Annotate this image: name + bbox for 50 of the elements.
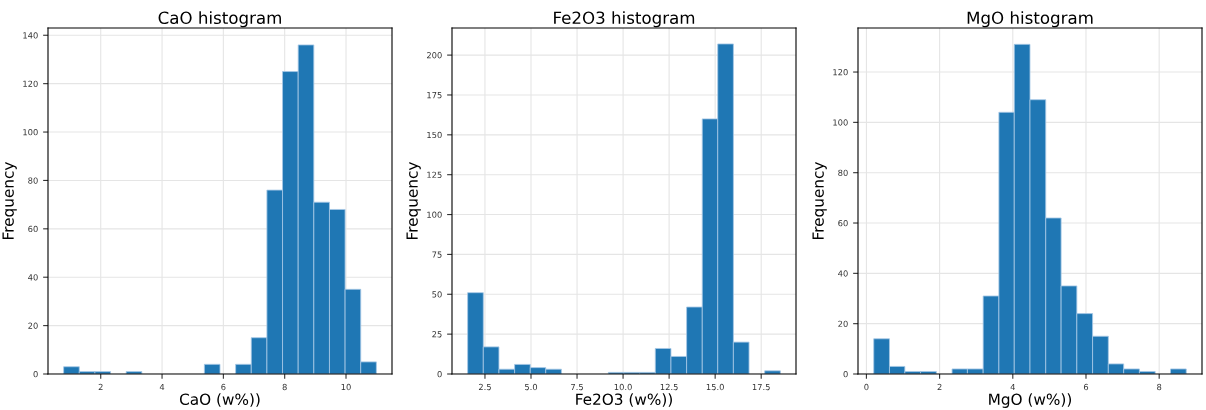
y-tick-label: 175 — [427, 92, 442, 99]
x-tick-label: 8 — [1157, 383, 1162, 391]
x-tick-label: 10 — [341, 383, 351, 391]
y-tick-label: 0 — [843, 370, 848, 378]
x-tick-label: 4 — [159, 383, 165, 391]
y-axis-title: Frequency — [2, 162, 17, 239]
y-axis-title: Frequency — [406, 162, 421, 239]
x-axis-title: Fe2O3 (w%)) — [576, 393, 672, 407]
x-tick-label: 2 — [98, 383, 103, 391]
x-tick-label: 2.5 — [478, 383, 491, 391]
x-tick-label: 6 — [1083, 383, 1089, 391]
x-tick-label: 12.5 — [660, 383, 678, 391]
y-tick-label: 120 — [833, 69, 848, 76]
x-tick-label: 15.0 — [706, 383, 724, 391]
chart-title: Fe2O3 histogram — [554, 11, 695, 28]
y-tick-label: 0 — [33, 370, 38, 378]
y-tick-label: 100 — [23, 129, 38, 136]
y-tick-label: 40 — [28, 274, 38, 281]
chart-title: MgO histogram — [967, 11, 1093, 28]
y-tick-label: 150 — [427, 131, 442, 139]
y-tick-label: 100 — [833, 119, 848, 126]
y-tick-label: 60 — [838, 220, 848, 227]
y-tick-label: 80 — [28, 177, 38, 184]
y-tick-label: 50 — [432, 291, 442, 298]
y-tick-label: 20 — [28, 322, 38, 329]
y-tick-label: 25 — [432, 331, 442, 338]
y-tick-label: 60 — [28, 225, 38, 233]
y-tick-label: 140 — [23, 32, 38, 39]
x-tick-label: 8 — [282, 383, 287, 391]
y-tick-label: 0 — [437, 370, 442, 378]
x-tick-label: 17.5 — [752, 383, 770, 391]
y-tick-label: 40 — [838, 270, 848, 277]
x-axis-title: MgO (w%)) — [989, 393, 1072, 408]
y-axis-title: Frequency — [812, 162, 827, 239]
x-tick-label: 10.0 — [614, 383, 632, 391]
chart-title: CaO histogram — [158, 11, 281, 28]
y-tick-label: 75 — [432, 251, 442, 258]
x-axis-title: CaO (w%)) — [179, 393, 260, 407]
x-tick-label: 5.0 — [525, 383, 538, 391]
x-tick-label: 2 — [937, 383, 942, 391]
y-tick-label: 125 — [427, 171, 442, 178]
x-tick-label: 6 — [221, 383, 226, 391]
y-tick-label: 100 — [427, 211, 442, 218]
y-tick-label: 80 — [838, 169, 848, 176]
x-tick-label: 7.5 — [571, 383, 583, 391]
y-tick-label: 120 — [23, 80, 38, 87]
y-tick-label: 20 — [838, 320, 848, 327]
x-tick-label: 0 — [864, 383, 869, 391]
x-tick-label: 4 — [1010, 383, 1015, 391]
y-tick-label: 200 — [426, 52, 442, 59]
